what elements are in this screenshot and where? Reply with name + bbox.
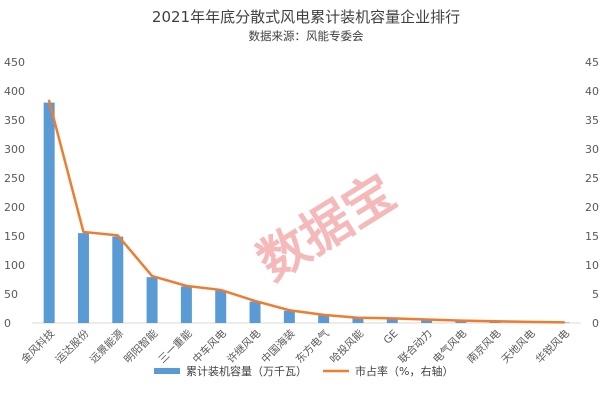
bar xyxy=(215,290,227,323)
right-tick-label: 45 xyxy=(585,56,599,69)
watermark: 数据宝 xyxy=(248,163,406,292)
bar xyxy=(455,321,467,323)
bar xyxy=(283,310,295,323)
category-label: 联合动力 xyxy=(396,327,435,366)
left-tick-label: 50 xyxy=(4,288,18,301)
axes: 0 50 100 150 200 250 300 350 400 450 0 5 10 15 20 25 30 3… xyxy=(4,56,599,330)
left-tick-label: 200 xyxy=(4,201,25,214)
bar xyxy=(352,318,364,323)
line-path xyxy=(47,99,566,324)
category-label: 许继风电 xyxy=(224,327,263,366)
category-label: 华锐风电 xyxy=(533,327,572,366)
category-label: 天地风电 xyxy=(499,327,538,366)
category-label: 南京风电 xyxy=(464,327,503,366)
category-label: GE xyxy=(381,328,400,347)
left-tick-label: 300 xyxy=(4,143,25,156)
category-label: 哈投风能 xyxy=(327,327,366,366)
left-tick-label: 450 xyxy=(4,56,25,69)
right-tick-label: 5 xyxy=(592,288,599,301)
right-tick-label: 15 xyxy=(585,230,599,243)
category-label: 中车风电 xyxy=(190,327,229,366)
legend-label-line: 市占率（%，右轴） xyxy=(355,364,453,378)
right-tick-label: 35 xyxy=(585,114,599,127)
right-tick-label: 30 xyxy=(585,143,599,156)
left-tick-label: 400 xyxy=(4,85,25,98)
bar xyxy=(43,102,55,323)
category-label: 中国海装 xyxy=(259,327,298,366)
bar xyxy=(386,318,398,323)
legend: 累计装机容量（万千瓦） 市占率（%，右轴） xyxy=(154,364,453,378)
left-tick-label: 0 xyxy=(4,317,11,330)
bar xyxy=(421,319,433,323)
category-label: 电气风电 xyxy=(430,327,469,366)
left-tick-label: 100 xyxy=(4,259,25,272)
category-label: 金风科技 xyxy=(18,327,57,366)
bar xyxy=(249,301,261,323)
category-label: 明阳智能 xyxy=(121,327,160,366)
category-label: 远景能源 xyxy=(87,327,126,366)
line-series xyxy=(47,99,566,324)
left-tick-label: 250 xyxy=(4,172,25,185)
right-tick-label: 20 xyxy=(585,201,599,214)
right-tick-label: 25 xyxy=(585,172,599,185)
category-label: 东方电气 xyxy=(293,327,332,366)
left-tick-label: 350 xyxy=(4,114,25,127)
right-tick-label: 0 xyxy=(592,317,599,330)
chart-title: 2021年年底分散式风电累计装机容量企业排行 xyxy=(152,8,460,26)
left-tick-label: 150 xyxy=(4,230,25,243)
bar xyxy=(180,286,192,323)
legend-swatch-bar xyxy=(154,368,180,374)
bar xyxy=(146,277,158,323)
category-labels: 金风科技运达股份远景能源明阳智能三一重能中车风电许继风电中国海装东方电气哈投风能… xyxy=(18,327,572,366)
legend-label-bar: 累计装机容量（万千瓦） xyxy=(186,364,307,378)
right-tick-label: 10 xyxy=(585,259,599,272)
right-tick-label: 40 xyxy=(585,85,599,98)
bar xyxy=(318,315,330,323)
category-label: 运达股份 xyxy=(53,327,92,366)
bar xyxy=(77,233,89,323)
bar xyxy=(112,236,124,323)
category-label: 三一重能 xyxy=(156,327,195,366)
chart-subtitle: 数据来源：风能专委会 xyxy=(249,29,364,43)
bar-series xyxy=(43,102,570,323)
